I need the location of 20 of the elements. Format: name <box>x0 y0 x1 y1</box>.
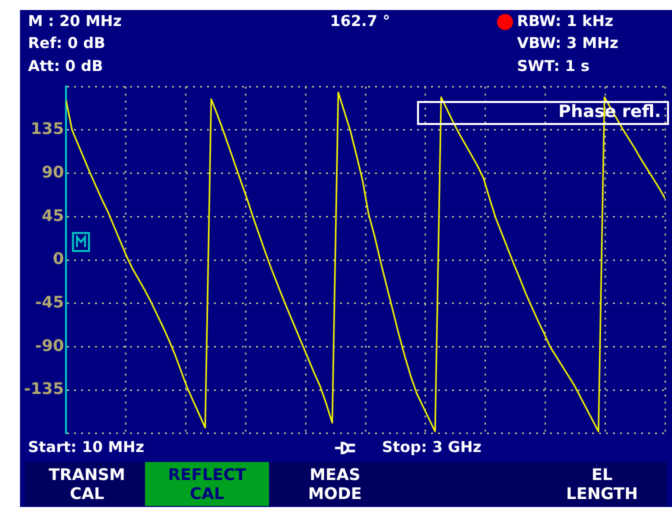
y-tick-label: 90 <box>42 162 64 182</box>
text: 162.7 ° <box>330 12 390 30</box>
y-tick-label: 45 <box>42 206 64 225</box>
text: M : 20 MHz <box>28 12 122 30</box>
y-tick-label: -90 <box>35 336 64 355</box>
text: Ref: 0 dB <box>28 34 106 52</box>
y-tick-label: 0 <box>52 249 64 268</box>
text: MEAS MODE <box>307 464 363 505</box>
text: REFLECT CAL <box>145 462 269 506</box>
text: SWT: 1 s <box>517 57 590 75</box>
text: Stop: 3 GHz <box>382 438 482 456</box>
text: TRANSM CAL <box>48 464 126 505</box>
text: Att: 0 dB <box>28 57 103 75</box>
y-tick-label: -135 <box>24 379 64 398</box>
y-tick-label: -45 <box>35 292 64 312</box>
text: EL LENGTH <box>565 464 639 505</box>
text: Start: 10 MHz <box>28 438 144 456</box>
y-tick-label: 135 <box>30 119 64 138</box>
text: RBW: 1 kHz <box>517 12 614 30</box>
text: VBW: 3 MHz <box>517 34 618 52</box>
